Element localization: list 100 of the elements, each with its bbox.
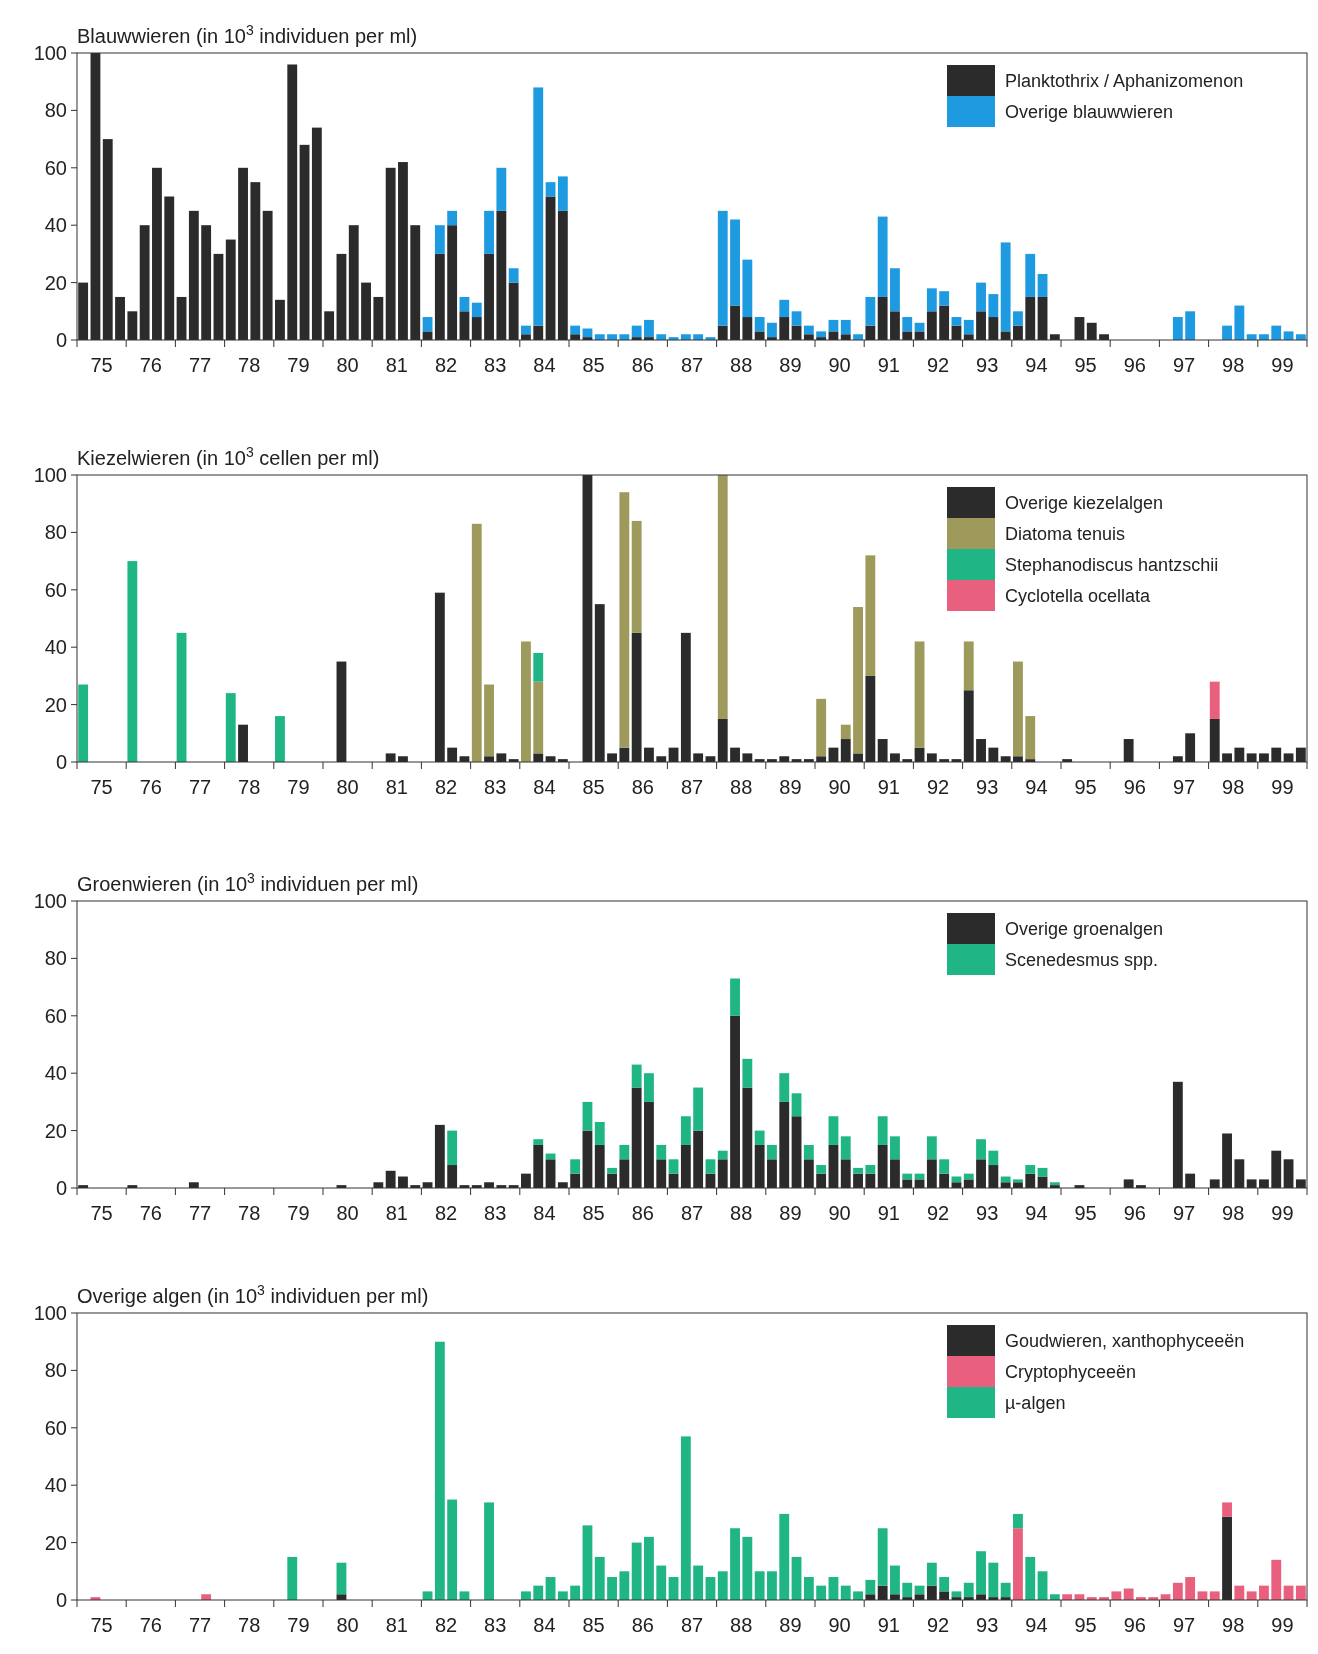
bar <box>1025 253 1036 297</box>
bar <box>853 1591 863 1600</box>
x-tick-label: 99 <box>1271 776 1294 798</box>
y-tick-label: 20 <box>44 1531 67 1554</box>
bar <box>484 1502 494 1600</box>
bar <box>447 1130 458 1166</box>
bar <box>644 1073 654 1102</box>
bar <box>988 1562 999 1598</box>
legend-label: Diatoma tenuis <box>1005 524 1126 545</box>
bar <box>1025 1165 1036 1174</box>
x-tick-label: 82 <box>434 1202 458 1224</box>
x-tick-label: 82 <box>434 354 458 376</box>
bar <box>680 1116 691 1145</box>
x-tick-label: 83 <box>484 776 507 798</box>
bar <box>730 978 740 1016</box>
bar <box>1209 1591 1220 1600</box>
bar <box>853 1167 863 1174</box>
bar <box>1246 1591 1257 1600</box>
x-tick-label: 95 <box>1074 354 1097 376</box>
bar <box>631 520 642 633</box>
bar <box>865 296 876 326</box>
bar <box>754 1571 765 1600</box>
x-tick-label: 86 <box>631 776 654 798</box>
x-tick-label: 94 <box>1025 1614 1048 1636</box>
x-tick-label: 91 <box>877 354 900 376</box>
x-tick-label: 82 <box>434 776 458 798</box>
bar <box>693 1087 704 1131</box>
bar <box>471 302 482 318</box>
x-tick-label: 77 <box>188 1614 212 1636</box>
x-tick-label: 76 <box>139 1614 162 1636</box>
bar <box>644 319 654 338</box>
bar <box>1222 1502 1232 1517</box>
bar <box>717 475 728 719</box>
bar <box>976 282 986 312</box>
bar <box>434 1341 445 1600</box>
x-tick-label: 86 <box>631 354 654 376</box>
bar <box>1234 1585 1245 1600</box>
y-tick-label: 0 <box>55 1589 67 1611</box>
bar <box>533 681 544 754</box>
legend-label: Goudwieren, xanthophyceeën <box>1005 1331 1245 1352</box>
bar <box>877 1116 888 1145</box>
legend-label: Overige blauwwieren <box>1005 102 1174 123</box>
bar <box>976 1551 986 1595</box>
x-tick-label: 83 <box>484 1614 507 1636</box>
y-tick-label: 60 <box>44 1004 67 1027</box>
bar <box>754 1130 765 1145</box>
bar <box>865 555 876 676</box>
bar <box>976 1139 986 1160</box>
bar <box>877 216 888 297</box>
bar <box>1000 1582 1011 1598</box>
bar <box>1037 273 1048 297</box>
bar <box>508 268 519 283</box>
bar <box>619 1571 630 1600</box>
bar <box>717 1571 728 1600</box>
bar <box>1222 325 1232 340</box>
y-tick-label: 0 <box>55 751 67 773</box>
legend-label: Cyclotella ocellata <box>1005 586 1152 607</box>
x-tick-label: 87 <box>680 1614 704 1636</box>
bar <box>496 167 507 211</box>
bar <box>582 1525 593 1600</box>
x-tick-label: 98 <box>1222 1614 1245 1636</box>
bar <box>1013 1528 1023 1600</box>
x-tick-label: 98 <box>1222 354 1245 376</box>
legend-label: Scenedesmus spp. <box>1005 950 1159 971</box>
bar <box>1271 1559 1282 1600</box>
x-tick-label: 79 <box>287 1202 310 1224</box>
y-tick-label: 60 <box>44 156 67 179</box>
bar <box>951 1591 962 1598</box>
bar <box>828 1116 839 1145</box>
bar <box>570 325 581 335</box>
bar <box>816 698 827 757</box>
x-tick-label: 76 <box>139 1202 162 1224</box>
bar <box>803 325 814 335</box>
bar <box>1013 661 1023 757</box>
bar <box>631 325 642 338</box>
y-tick-label: 20 <box>44 693 67 716</box>
bar <box>890 1136 900 1160</box>
bar <box>877 1528 888 1586</box>
bar <box>791 1093 802 1117</box>
x-tick-label: 89 <box>779 354 802 376</box>
x-tick-label: 78 <box>238 1202 261 1224</box>
bar <box>1000 242 1011 332</box>
x-tick-label: 86 <box>631 1202 654 1224</box>
x-tick-label: 89 <box>779 1202 802 1224</box>
bar <box>668 1159 679 1174</box>
x-tick-label: 95 <box>1074 1202 1097 1224</box>
x-tick-label: 94 <box>1025 776 1048 798</box>
bar <box>471 523 482 762</box>
x-tick-label: 79 <box>287 776 310 798</box>
bar <box>840 319 851 335</box>
x-tick-label: 89 <box>779 1614 802 1636</box>
x-tick-label: 76 <box>139 776 162 798</box>
bar <box>656 1144 667 1160</box>
bar <box>619 1144 630 1160</box>
bar <box>914 641 925 748</box>
bar <box>1025 716 1036 760</box>
bar <box>840 724 851 740</box>
x-tick-label: 85 <box>582 1614 605 1636</box>
x-tick-label: 88 <box>730 1202 753 1224</box>
x-tick-label: 83 <box>484 1202 507 1224</box>
